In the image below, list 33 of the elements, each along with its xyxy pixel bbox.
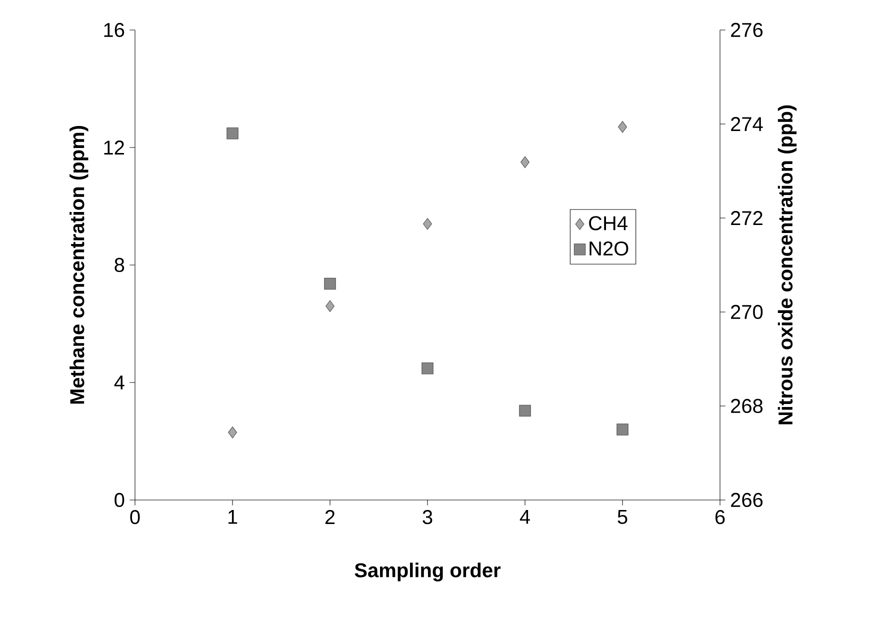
y-tick-label: 8 bbox=[114, 258, 124, 272]
y2-tick-label: 268 bbox=[731, 398, 763, 414]
y2-tick-label: 272 bbox=[731, 211, 762, 225]
point bbox=[422, 362, 434, 374]
point bbox=[423, 218, 432, 230]
legend-label: CH4 bbox=[589, 216, 628, 230]
x-tick-label: 3 bbox=[422, 510, 432, 524]
y-tick-label: 4 bbox=[114, 376, 124, 390]
point bbox=[324, 278, 336, 290]
y2-tick-label: 270 bbox=[731, 304, 763, 320]
x-axis-title: Sampling order bbox=[354, 562, 501, 582]
x-tick-label: 4 bbox=[520, 510, 530, 524]
y-tick-label: 12 bbox=[104, 140, 124, 154]
y2-tick-label: 274 bbox=[731, 117, 763, 131]
x-tick-label: 0 bbox=[130, 510, 140, 524]
y-axis-title: Methane concentration (ppm) bbox=[70, 126, 88, 404]
x-tick-label: 1 bbox=[228, 510, 238, 524]
y-tick-label: 16 bbox=[104, 22, 124, 38]
point bbox=[226, 128, 238, 140]
y2-tick-label: 276 bbox=[731, 22, 763, 38]
point bbox=[616, 424, 628, 436]
point bbox=[519, 404, 531, 417]
legend-label: N2O bbox=[590, 241, 628, 256]
x-tick-label: 5 bbox=[618, 510, 628, 524]
y-tick-label: 0 bbox=[114, 492, 124, 508]
point bbox=[228, 426, 237, 438]
x-tick-label: 6 bbox=[715, 510, 725, 524]
y2-tick-label: 266 bbox=[731, 492, 763, 508]
point bbox=[520, 156, 530, 168]
y2-axis-title: Nitrous oxide concentration (ppb) bbox=[778, 105, 797, 424]
x-tick-label: 2 bbox=[325, 510, 335, 524]
point bbox=[618, 121, 627, 133]
point bbox=[326, 300, 334, 312]
